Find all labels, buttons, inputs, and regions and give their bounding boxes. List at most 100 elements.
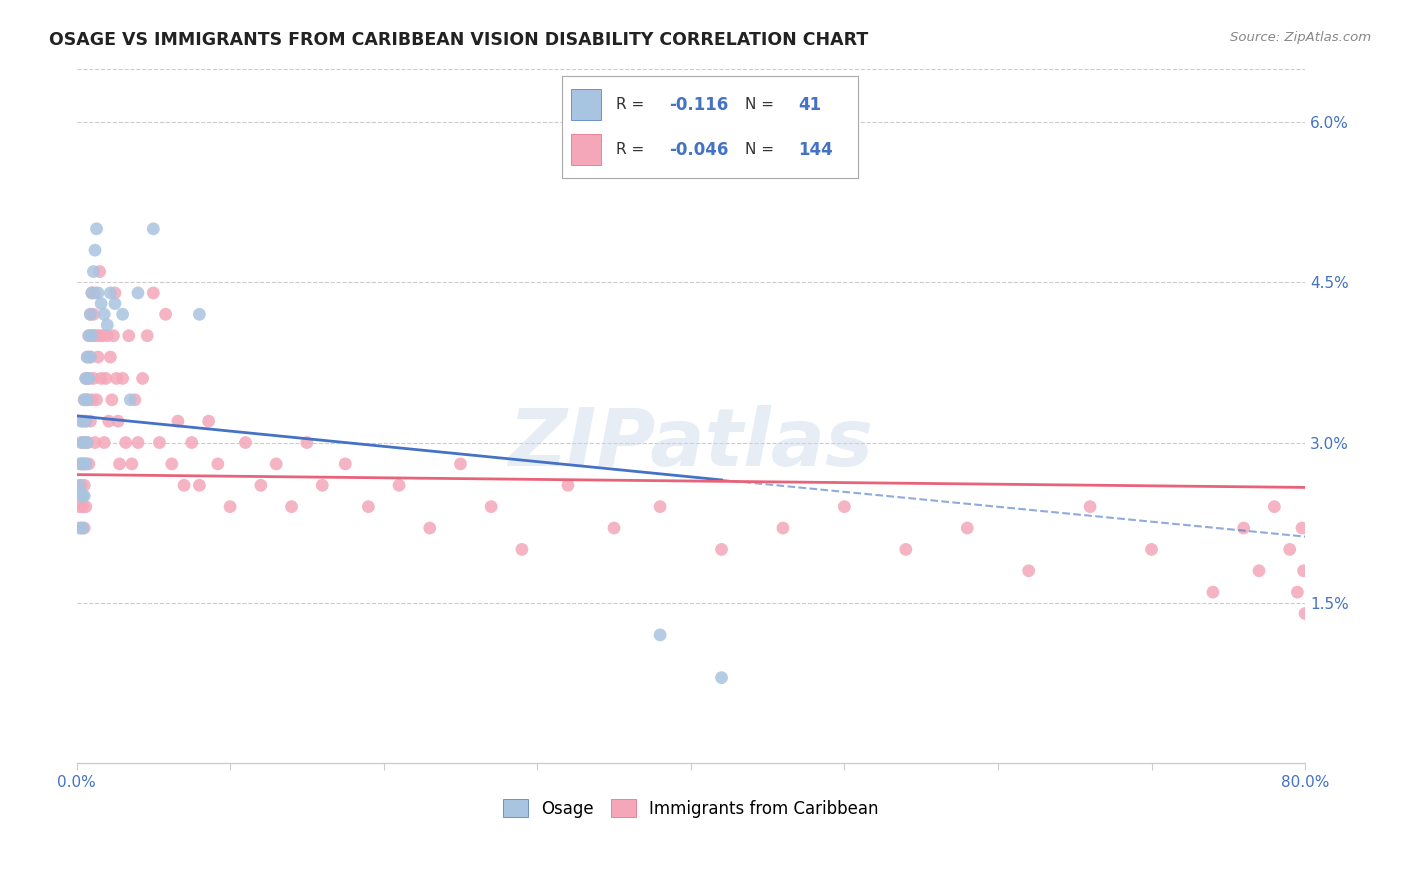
Point <box>91 328 114 343</box>
Point <box>79 307 101 321</box>
Point <box>280 500 302 514</box>
Point <box>104 285 127 300</box>
Point <box>127 435 149 450</box>
Point <box>710 542 733 557</box>
Point <box>1263 500 1285 514</box>
Point <box>69 457 91 471</box>
Point <box>93 307 115 321</box>
Point <box>103 328 125 343</box>
Point <box>73 521 96 535</box>
Point <box>710 671 733 685</box>
Point <box>648 628 671 642</box>
Point <box>197 414 219 428</box>
Point <box>155 307 177 321</box>
Point <box>127 285 149 300</box>
Point <box>557 478 579 492</box>
Point <box>80 328 103 343</box>
Point <box>75 457 97 471</box>
Point <box>956 521 979 535</box>
Point <box>70 457 93 471</box>
Point <box>648 500 671 514</box>
Text: 41: 41 <box>799 95 821 113</box>
Point <box>87 285 110 300</box>
Point <box>111 307 134 321</box>
Point <box>70 489 93 503</box>
Point <box>1140 542 1163 557</box>
Point <box>76 392 98 407</box>
Point <box>77 457 100 471</box>
Point <box>173 478 195 492</box>
Point <box>84 243 107 257</box>
Point <box>84 328 107 343</box>
Point <box>180 435 202 450</box>
Point <box>70 414 93 428</box>
Point <box>1292 564 1315 578</box>
Point <box>772 521 794 535</box>
Point <box>94 371 117 385</box>
Bar <box>571 89 600 120</box>
Point <box>77 371 100 385</box>
Point <box>98 350 121 364</box>
Point <box>1247 564 1270 578</box>
Point <box>75 371 97 385</box>
Point <box>72 521 94 535</box>
Point <box>75 457 97 471</box>
Point <box>76 435 98 450</box>
Point <box>124 392 146 407</box>
Point <box>97 414 120 428</box>
Point <box>142 222 165 236</box>
Bar <box>571 135 600 165</box>
Point <box>510 542 533 557</box>
Point <box>114 435 136 450</box>
Point <box>72 435 94 450</box>
Point <box>84 435 107 450</box>
Point <box>250 478 273 492</box>
Point <box>86 328 108 343</box>
Point <box>96 318 118 332</box>
Point <box>73 435 96 450</box>
Point <box>76 350 98 364</box>
Point <box>111 371 134 385</box>
Point <box>73 392 96 407</box>
Point <box>73 392 96 407</box>
Point <box>121 457 143 471</box>
Point <box>82 264 104 278</box>
Point <box>357 500 380 514</box>
Point <box>219 500 242 514</box>
Point <box>89 328 111 343</box>
Point <box>1233 521 1256 535</box>
Text: R =: R = <box>616 97 648 112</box>
Point <box>834 500 856 514</box>
Point <box>136 328 159 343</box>
Text: OSAGE VS IMMIGRANTS FROM CARIBBEAN VISION DISABILITY CORRELATION CHART: OSAGE VS IMMIGRANTS FROM CARIBBEAN VISIO… <box>49 31 869 49</box>
Point <box>80 285 103 300</box>
Point <box>96 328 118 343</box>
Point <box>76 350 98 364</box>
Point <box>894 542 917 557</box>
Point <box>160 457 183 471</box>
Point <box>1202 585 1225 599</box>
Point <box>118 328 141 343</box>
Text: Source: ZipAtlas.com: Source: ZipAtlas.com <box>1230 31 1371 45</box>
Point <box>77 328 100 343</box>
Point <box>73 435 96 450</box>
Point <box>264 457 287 471</box>
Point <box>108 457 131 471</box>
Point <box>89 264 111 278</box>
Point <box>1018 564 1040 578</box>
Point <box>80 328 103 343</box>
Point <box>90 371 112 385</box>
Point <box>70 521 93 535</box>
Point <box>120 392 142 407</box>
Point <box>75 414 97 428</box>
Point <box>69 478 91 492</box>
Point <box>335 457 357 471</box>
Legend: Osage, Immigrants from Caribbean: Osage, Immigrants from Caribbean <box>496 793 886 824</box>
Point <box>77 371 100 385</box>
Point <box>1286 585 1309 599</box>
Point <box>79 307 101 321</box>
Text: R =: R = <box>616 142 648 157</box>
Point <box>93 435 115 450</box>
Point <box>75 414 97 428</box>
Point <box>70 435 93 450</box>
